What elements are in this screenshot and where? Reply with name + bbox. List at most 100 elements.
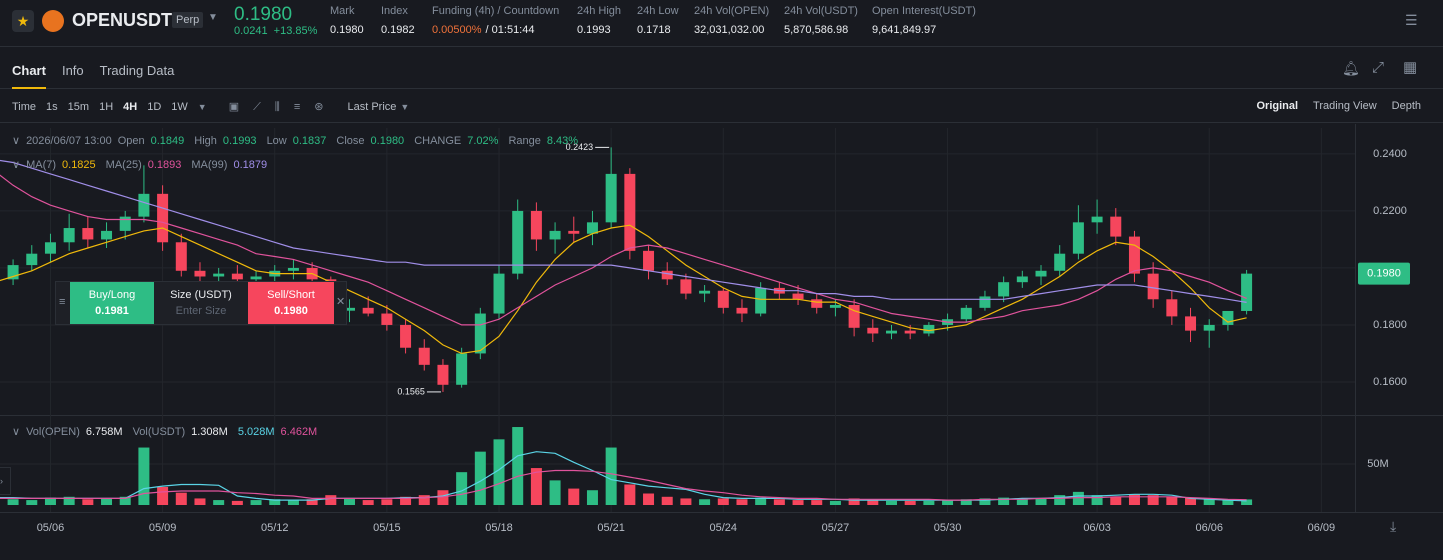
x-tick-label: 06/09 bbox=[1308, 522, 1336, 534]
ma-label: MA(25) bbox=[105, 158, 142, 171]
price-type[interactable]: Last Price bbox=[347, 101, 397, 113]
volume-bar bbox=[1054, 495, 1066, 505]
buy-button[interactable]: Buy/Long 0.1981 bbox=[70, 282, 154, 324]
expand-icon[interactable]: ⤢ bbox=[1372, 59, 1385, 76]
candle-body bbox=[362, 307, 374, 314]
candle-body bbox=[717, 290, 729, 308]
candle-body bbox=[82, 228, 94, 240]
candle-body bbox=[1110, 216, 1122, 237]
vol-value: 1.308M bbox=[191, 425, 228, 438]
extreme-label: 0.1565 bbox=[397, 386, 425, 396]
bell-icon[interactable]: 🔔︎ bbox=[1342, 60, 1360, 76]
ohlc-value: 0.1849 bbox=[150, 134, 185, 147]
interval[interactable]: 1D bbox=[147, 101, 162, 113]
candle-body bbox=[63, 228, 75, 243]
collapse[interactable]: ∨ bbox=[12, 135, 21, 147]
last-price: 0.1980 bbox=[234, 4, 293, 25]
ohlc-value: 0.1980 bbox=[370, 134, 405, 147]
tab[interactable]: Info bbox=[61, 63, 84, 78]
close-panel[interactable]: ✕ bbox=[336, 296, 346, 308]
candle-body bbox=[904, 330, 916, 334]
volume-bar bbox=[194, 498, 206, 505]
volume-bar bbox=[269, 499, 281, 505]
candle-body bbox=[512, 210, 524, 274]
volume-bar bbox=[418, 495, 430, 505]
vol-ma-value: 6.462M bbox=[280, 425, 318, 438]
interval[interactable]: 1W bbox=[171, 101, 188, 113]
stat-label: Index bbox=[381, 5, 408, 17]
volume-bar bbox=[717, 498, 729, 505]
candle-body bbox=[1128, 236, 1140, 274]
time-label: Time bbox=[12, 101, 37, 113]
volume-bar bbox=[138, 447, 150, 505]
candle-body bbox=[194, 270, 206, 277]
candle-body bbox=[960, 307, 972, 320]
volume-bar bbox=[829, 500, 841, 505]
vol-label: Vol(USDT) bbox=[132, 425, 186, 438]
ma-line bbox=[0, 224, 1247, 355]
volume-bar bbox=[885, 500, 897, 505]
tab[interactable]: Chart bbox=[12, 63, 46, 89]
interval[interactable]: 1H bbox=[99, 101, 114, 113]
price-type-arrow[interactable]: ▼ bbox=[400, 102, 410, 112]
more-intervals[interactable]: ▼ bbox=[197, 102, 207, 112]
tab[interactable]: Trading Data bbox=[99, 63, 175, 78]
volume-legend: ∨ Vol(OPEN) 6.758M Vol(USDT) 1.308M 5.028M 6.4… bbox=[12, 425, 318, 439]
candle-body bbox=[26, 253, 38, 266]
candle-body bbox=[680, 279, 692, 294]
drag-handle[interactable]: ≡ bbox=[59, 296, 66, 308]
tool-icons[interactable]: ▣⟋⫼≡⊛ bbox=[228, 101, 338, 113]
symbol-dropdown[interactable]: ▼ bbox=[208, 12, 218, 23]
side-toggle[interactable]: › bbox=[0, 467, 11, 495]
interval[interactable]: 15m bbox=[67, 101, 90, 113]
candle-body bbox=[119, 216, 131, 231]
ma-label: MA(99) bbox=[191, 158, 228, 171]
volume-bar bbox=[699, 499, 711, 505]
collapse[interactable]: ∨ bbox=[12, 426, 21, 438]
candle-body bbox=[493, 273, 505, 314]
stat-label: 24h Low bbox=[637, 5, 679, 17]
candle-body bbox=[1203, 324, 1215, 331]
volume-bar bbox=[1072, 491, 1084, 505]
scroll-latest[interactable]: ⤓ bbox=[1390, 518, 1397, 534]
badge: Perp bbox=[172, 12, 204, 28]
candle-body bbox=[343, 307, 355, 311]
candle-body bbox=[213, 273, 225, 277]
tab-list: Chart Info Trading Data bbox=[12, 63, 174, 89]
candle-body bbox=[1035, 270, 1047, 277]
stat-label: Funding (4h) / Countdown bbox=[432, 5, 560, 17]
x-tick-label: 05/12 bbox=[261, 522, 289, 534]
candle-body bbox=[44, 242, 56, 254]
candle-body bbox=[474, 313, 486, 354]
x-tick-label: 05/27 bbox=[822, 522, 850, 534]
candle-body bbox=[1241, 273, 1253, 311]
menu-icon[interactable]: ☰ bbox=[1405, 12, 1418, 28]
ma-line bbox=[0, 174, 1247, 326]
ma-value: 0.1879 bbox=[233, 158, 268, 171]
collapse[interactable]: ∨ bbox=[12, 159, 21, 171]
volume-bar bbox=[942, 500, 954, 505]
interval[interactable]: 4H bbox=[123, 101, 138, 113]
sell-button[interactable]: Sell/Short 0.1980 bbox=[248, 282, 334, 324]
view[interactable]: Depth bbox=[1391, 100, 1421, 112]
candle-body bbox=[1091, 216, 1103, 223]
volume-bar bbox=[306, 499, 318, 505]
view[interactable]: Original bbox=[1256, 100, 1299, 112]
layout-icon[interactable]: ▦ bbox=[1403, 59, 1418, 76]
last-price-label: 0.1980 bbox=[1367, 268, 1401, 280]
candle-body bbox=[755, 287, 767, 314]
size-input[interactable]: Size (USDT) Enter Size bbox=[156, 282, 246, 324]
stat-label: Mark bbox=[330, 5, 355, 17]
ma-line bbox=[0, 159, 1247, 303]
symbol[interactable]: OPENUSDT bbox=[72, 10, 173, 30]
interval[interactable]: 1s bbox=[46, 101, 58, 113]
candle-body bbox=[1072, 222, 1084, 254]
countdown: / 01:51:44 bbox=[485, 24, 535, 36]
candle-body bbox=[1166, 299, 1178, 317]
volume-bar bbox=[1016, 498, 1028, 505]
favorite-star[interactable]: ★ bbox=[12, 10, 34, 32]
volume-bar bbox=[605, 447, 617, 505]
view[interactable]: Trading View bbox=[1313, 100, 1377, 112]
candle-body bbox=[867, 327, 879, 334]
volume-bar bbox=[960, 499, 972, 505]
